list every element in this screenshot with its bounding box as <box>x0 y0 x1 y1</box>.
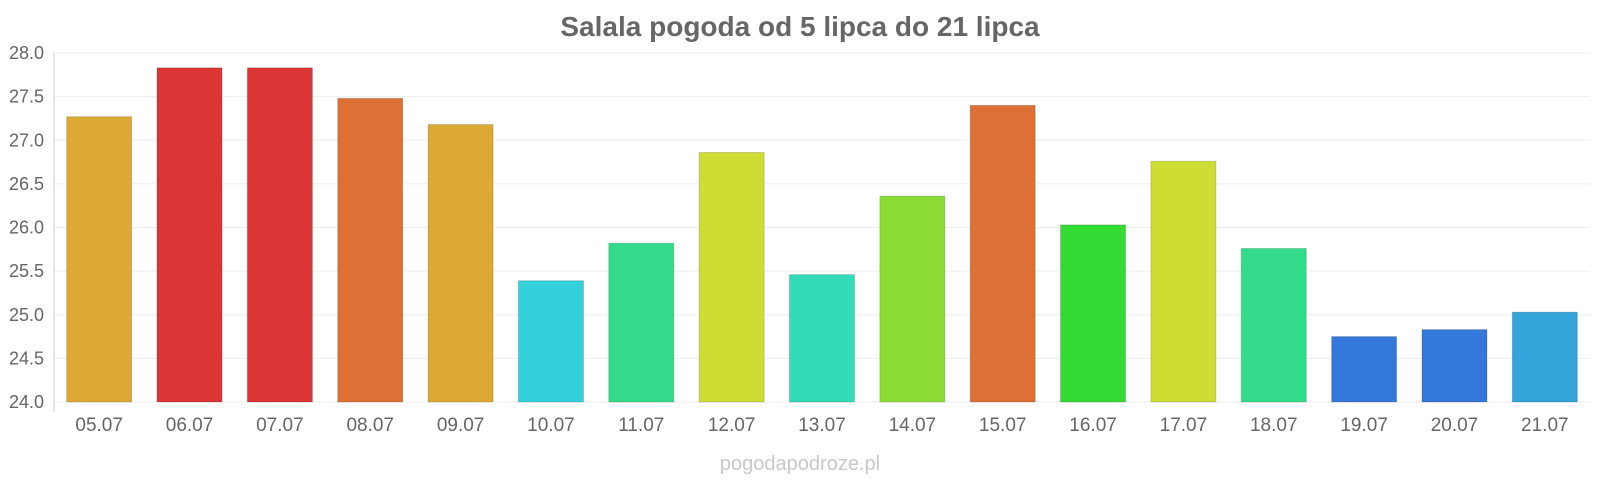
bar-18.07 <box>1240 247 1307 403</box>
x-tick-label: 09.07 <box>437 415 485 436</box>
y-tick-label: 25.5 <box>9 261 44 281</box>
bar-05.07 <box>66 116 133 403</box>
bar-15.07 <box>969 104 1036 403</box>
x-tick-label: 21.07 <box>1521 415 1569 436</box>
x-tick-label: 20.07 <box>1431 415 1479 436</box>
bars <box>66 67 1578 403</box>
x-tick-label: 11.07 <box>618 415 664 436</box>
x-tick-label: 16.07 <box>1069 415 1117 436</box>
x-tick-label: 17.07 <box>1160 415 1208 436</box>
bar-11.07 <box>608 242 675 403</box>
y-tick-label: 26.5 <box>9 174 44 194</box>
y-tick-label: 24.0 <box>9 392 44 412</box>
y-tick-label: 27.0 <box>9 130 44 150</box>
y-tick-label: 26.0 <box>9 218 44 238</box>
watermark-text: pogodapodroze.pl <box>720 453 880 475</box>
x-tick-label: 14.07 <box>889 415 937 436</box>
bar-06.07 <box>156 67 223 403</box>
y-tick-label: 27.5 <box>9 87 44 107</box>
x-tick-label: 19.07 <box>1340 415 1388 436</box>
x-tick-label: 08.07 <box>346 415 394 436</box>
bar-16.07 <box>1060 224 1127 403</box>
x-tick-label: 13.07 <box>798 415 846 436</box>
y-axis-ticks: 24.0 24.5 25.0 25.5 26.0 26.5 27.0 27.5 28.0 <box>9 43 44 412</box>
x-tick-label: 12.07 <box>708 415 756 436</box>
y-tick-label: 28.0 <box>9 43 44 63</box>
x-tick-label: 10.07 <box>527 415 575 436</box>
bar-12.07 <box>698 151 765 403</box>
bar-17.07 <box>1150 160 1217 403</box>
chart-title: Salala pogoda od 5 lipca do 21 lipca <box>560 11 1040 42</box>
bar-07.07 <box>246 67 313 403</box>
bar-20.07 <box>1421 329 1488 403</box>
bar-21.07 <box>1511 311 1578 403</box>
x-tick-label: 15.07 <box>979 415 1027 436</box>
y-tick-label: 25.0 <box>9 305 44 325</box>
bar-09.07 <box>427 124 494 403</box>
x-tick-label: 06.07 <box>166 415 214 436</box>
bar-08.07 <box>337 97 404 403</box>
bar-14.07 <box>879 195 946 403</box>
x-tick-label: 07.07 <box>256 415 304 436</box>
x-tick-label: 05.07 <box>75 415 123 436</box>
bar-10.07 <box>517 280 584 403</box>
y-tick-label: 24.5 <box>9 348 44 368</box>
x-tick-label: 18.07 <box>1250 415 1298 436</box>
bar-13.07 <box>788 274 856 403</box>
x-axis-ticks: 05.07 06.07 07.07 08.07 09.07 10.07 11.07 12.07… <box>75 415 1568 436</box>
bar-19.07 <box>1331 336 1398 403</box>
